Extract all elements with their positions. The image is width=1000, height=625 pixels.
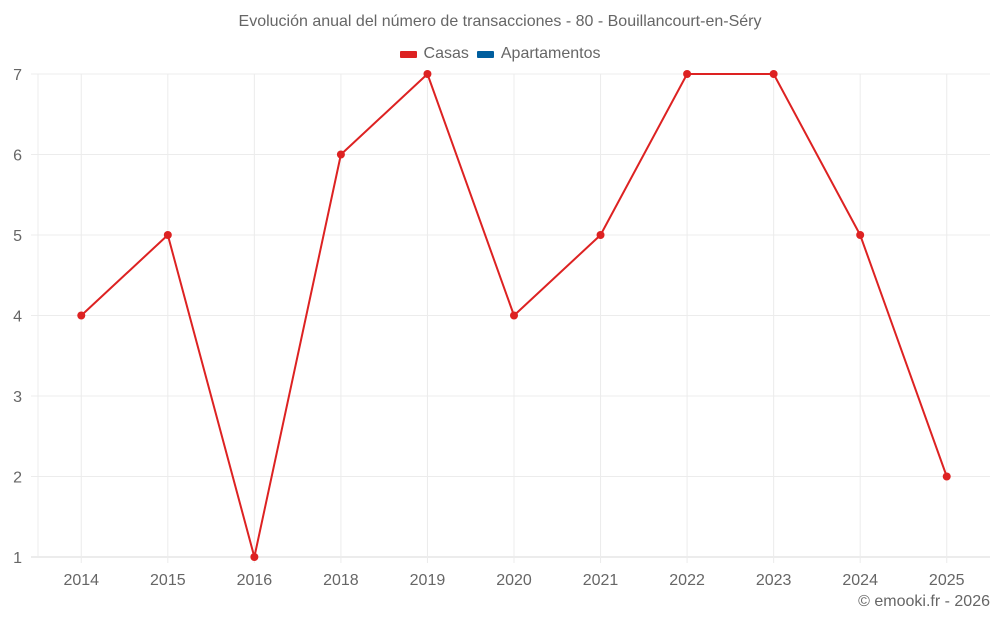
x-tick-label: 2024 bbox=[842, 572, 878, 589]
x-tick-label: 2015 bbox=[150, 572, 186, 589]
legend-swatch-apartamentos bbox=[476, 50, 494, 58]
data-point[interactable] bbox=[596, 231, 605, 239]
legend-label-casas: Casas bbox=[423, 45, 469, 62]
y-tick-label: 5 bbox=[13, 228, 22, 245]
data-point[interactable] bbox=[510, 311, 518, 320]
data-point[interactable] bbox=[856, 231, 865, 239]
legend-label-apartamentos: Apartamentos bbox=[500, 45, 601, 62]
legend: Casas Apartamentos bbox=[0, 45, 1000, 63]
legend-item-apartamentos[interactable]: Apartamentos bbox=[476, 45, 601, 63]
x-tick-label: 2023 bbox=[756, 572, 792, 589]
grid bbox=[31, 73, 990, 563]
y-tick-label: 3 bbox=[13, 389, 22, 406]
y-tick-label: 4 bbox=[13, 309, 22, 326]
x-tick-label: 2019 bbox=[410, 572, 446, 589]
data-point[interactable] bbox=[423, 70, 432, 78]
x-tick-label: 2018 bbox=[323, 572, 359, 589]
y-tick-label: 1 bbox=[13, 550, 22, 567]
x-tick-label: 2016 bbox=[237, 572, 273, 589]
data-point[interactable] bbox=[250, 553, 259, 561]
data-point[interactable] bbox=[77, 311, 86, 320]
data-point[interactable] bbox=[769, 70, 778, 78]
y-axis: 1 2 3 4 5 6 7 bbox=[13, 67, 22, 567]
data-point[interactable] bbox=[683, 70, 692, 78]
x-tick-label: 2014 bbox=[63, 572, 99, 589]
series-casas bbox=[77, 70, 951, 561]
data-point[interactable] bbox=[336, 150, 345, 159]
y-tick-label: 2 bbox=[13, 470, 22, 487]
x-tick-label: 2020 bbox=[496, 572, 532, 589]
legend-swatch-casas bbox=[399, 50, 417, 58]
credit-text: © emooki.fr - 2026 bbox=[858, 593, 990, 610]
x-tick-label: 2021 bbox=[583, 572, 619, 589]
data-point[interactable] bbox=[163, 231, 172, 239]
y-tick-label: 6 bbox=[13, 148, 22, 165]
chart-title: Evolución anual del número de transaccio… bbox=[238, 13, 762, 30]
x-axis: 2014 2015 2016 2018 2019 2020 2021 2022 2023 2024… bbox=[63, 572, 964, 589]
x-tick-label: 2022 bbox=[669, 572, 705, 589]
x-tick-label: 2025 bbox=[929, 572, 965, 589]
legend-item-casas[interactable]: Casas bbox=[399, 45, 469, 63]
data-point[interactable] bbox=[942, 472, 951, 481]
y-tick-label: 7 bbox=[13, 67, 22, 84]
